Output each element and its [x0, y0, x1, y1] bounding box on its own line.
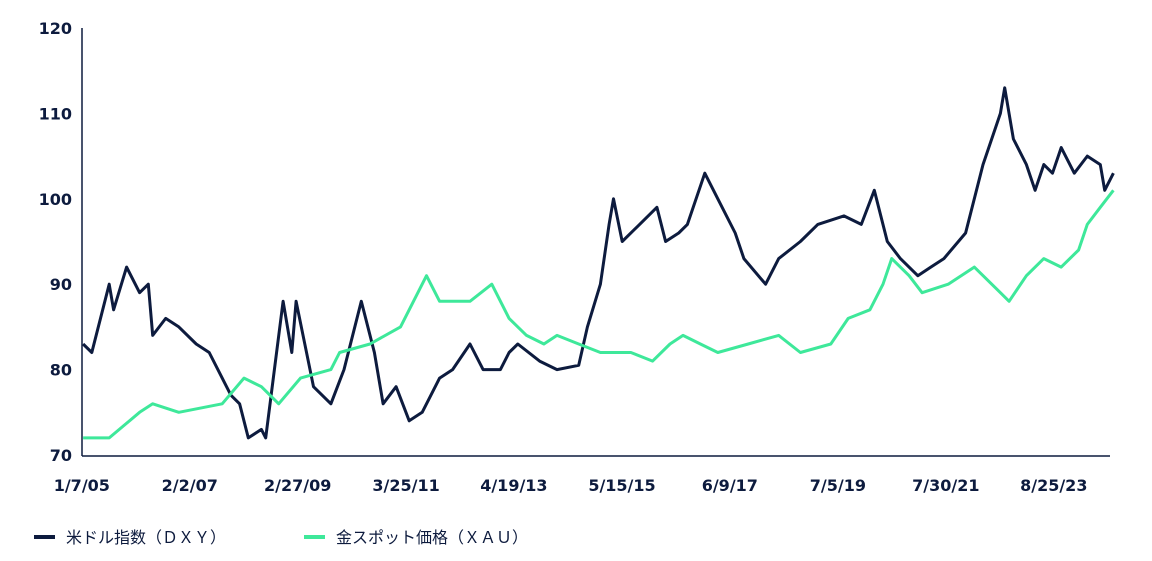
legend-label-dxy: 米ドル指数（ＤＸＹ）	[66, 528, 226, 547]
y-tick-label: 70	[50, 446, 72, 465]
legend-label-xau: 金スポット価格（ＸＡＵ）	[336, 528, 528, 547]
x-axis-ticks: 1/7/05 2/2/07 2/27/09 3/25/11 4/19/13 5/15/15…	[54, 476, 1088, 495]
x-tick-label: 6/9/17	[702, 476, 758, 495]
y-axis-ticks: 70 80 90 100 110 120	[39, 19, 72, 465]
y-tick-label: 80	[50, 361, 72, 380]
series-line-xau	[83, 189, 1115, 440]
y-tick-label: 110	[39, 104, 72, 123]
x-tick-label: 2/2/07	[162, 476, 218, 495]
x-tick-label: 7/30/21	[912, 476, 979, 495]
legend: 米ドル指数（ＤＸＹ） 金スポット価格（ＸＡＵ）	[34, 528, 528, 547]
x-tick-label: 7/5/19	[810, 476, 866, 495]
x-tick-label: 8/25/23	[1020, 476, 1087, 495]
x-tick-label: 1/7/05	[54, 476, 110, 495]
series-line-dxy	[82, 86, 1115, 440]
y-tick-label: 90	[50, 275, 72, 294]
series-lines	[82, 86, 1115, 440]
x-tick-label: 3/25/11	[372, 476, 439, 495]
y-tick-label: 120	[39, 19, 72, 38]
x-tick-label: 2/27/09	[264, 476, 331, 495]
x-tick-label: 5/15/15	[588, 476, 655, 495]
x-tick-label: 4/19/13	[480, 476, 547, 495]
y-tick-label: 100	[39, 190, 72, 209]
